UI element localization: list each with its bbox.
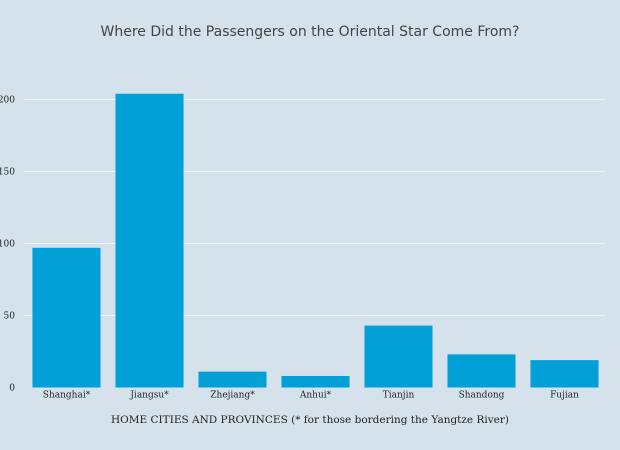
x-tick-label: Anhui* — [299, 391, 332, 401]
bar-jiangsu — [115, 93, 184, 388]
x-tick-label: Fujian — [550, 391, 579, 401]
x-tick-label: Shanghai* — [43, 391, 91, 401]
bar-fujian — [530, 360, 599, 388]
bar-zhejiang — [198, 371, 267, 388]
y-tick-label: 0 — [9, 384, 15, 394]
y-tick-label: 50 — [4, 312, 16, 322]
x-tick-label: Shandong — [459, 391, 505, 401]
bar-tianjin — [364, 325, 433, 388]
bar-shandong — [447, 354, 516, 388]
x-tick-label: Tianjin — [383, 391, 415, 401]
chart-title: Where Did the Passengers on the Oriental… — [100, 24, 520, 40]
x-axis-label: HOME CITIES AND PROVINCES (* for those b… — [110, 414, 510, 426]
y-tick-label: 100 — [0, 240, 15, 250]
y-tick-label: 150 — [0, 168, 15, 178]
y-tick-label: 200 — [0, 96, 15, 106]
x-tick-label: Jiangsu* — [129, 391, 169, 401]
x-tick-label: Zhejiang* — [210, 391, 255, 401]
bar-shanghai — [32, 247, 101, 388]
bar-anhui — [281, 375, 350, 388]
